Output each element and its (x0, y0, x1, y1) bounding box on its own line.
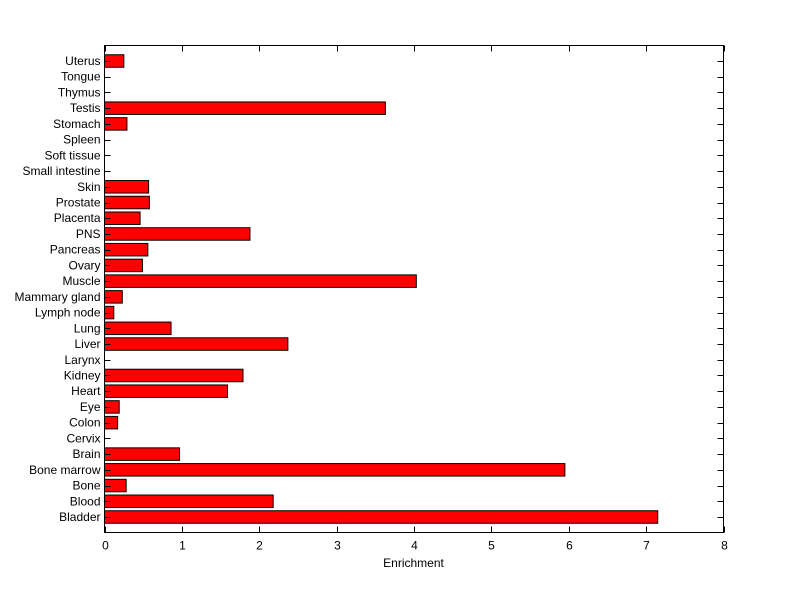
bar-brain (104, 447, 181, 461)
bar-colon (104, 415, 119, 430)
x-tick-label-3: 3 (334, 539, 341, 553)
y-tick-label-tongue: Tongue (61, 70, 101, 84)
x-tick-label-6: 6 (566, 539, 573, 553)
bar-pns (104, 227, 251, 241)
bar-stomach (104, 117, 128, 131)
bar-bone-marrow (104, 463, 566, 477)
y-tick-label-liver: Liver (74, 337, 100, 351)
y-tick-label-bone-marrow: Bone marrow (29, 463, 101, 477)
x-tick-label-2: 2 (256, 539, 263, 553)
bar-bladder (104, 510, 659, 524)
y-tick-label-bladder: Bladder (59, 510, 100, 524)
y-tick-label-cervix: Cervix (66, 431, 100, 445)
y-tick-label-uterus: Uterus (65, 54, 100, 68)
bar-blood (104, 494, 274, 509)
y-tick-label-bone: Bone (72, 479, 100, 493)
y-tick-label-mammary-gland: Mammary gland (14, 290, 100, 304)
y-tick-label-lung: Lung (74, 321, 101, 335)
y-tick-label-blood: Blood (70, 494, 101, 508)
bar-eye (104, 400, 120, 414)
y-tick-label-muscle: Muscle (62, 274, 100, 288)
bar-muscle (104, 274, 417, 288)
x-axis-label: Enrichment (383, 556, 444, 570)
y-tick-label-eye: Eye (80, 400, 101, 414)
bar-skin (104, 180, 150, 194)
plot-frame (104, 45, 724, 533)
y-tick-label-larynx: Larynx (64, 353, 100, 367)
bar-liver (104, 337, 289, 351)
bar-heart (104, 384, 229, 398)
bar-mammary-gland (104, 290, 123, 304)
bar-pancreas (104, 242, 149, 257)
x-tick-label-1: 1 (179, 539, 186, 553)
y-tick-label-small-intestine: Small intestine (22, 164, 100, 178)
bar-bone (104, 478, 127, 493)
y-tick-label-ovary: Ovary (68, 258, 100, 272)
y-tick-label-kidney: Kidney (64, 368, 101, 382)
x-tick-label-4: 4 (411, 539, 418, 553)
y-tick-label-colon: Colon (69, 416, 100, 430)
bar-prostate (104, 195, 150, 210)
y-tick-label-lymph-node: Lymph node (35, 306, 101, 320)
y-tick-label-brain: Brain (72, 447, 100, 461)
y-tick-label-soft-tissue: Soft tissue (44, 148, 100, 162)
y-tick-label-prostate: Prostate (56, 196, 101, 210)
y-tick-label-spleen: Spleen (63, 133, 100, 147)
bar-lung (104, 321, 172, 336)
x-tick-label-8: 8 (721, 539, 728, 553)
y-tick-label-placenta: Placenta (54, 211, 101, 225)
y-tick-label-pns: PNS (76, 227, 101, 241)
bar-testis (104, 101, 386, 115)
y-tick-label-thymus: Thymus (58, 85, 101, 99)
bar-kidney (104, 368, 244, 383)
bar-lymph-node (104, 305, 115, 320)
x-tick-label-7: 7 (643, 539, 650, 553)
plot-area (104, 45, 723, 532)
x-axis-ticks: 0 1 2 3 4 5 6 7 8 (102, 45, 728, 553)
y-tick-label-stomach: Stomach (53, 117, 100, 131)
y-tick-label-testis: Testis (70, 101, 101, 115)
y-tick-label-pancreas: Pancreas (50, 243, 101, 257)
y-tick-label-skin: Skin (77, 180, 100, 194)
y-tick-label-heart: Heart (71, 384, 101, 398)
x-tick-label-5: 5 (488, 539, 495, 553)
x-tick-label-0: 0 (102, 539, 109, 553)
